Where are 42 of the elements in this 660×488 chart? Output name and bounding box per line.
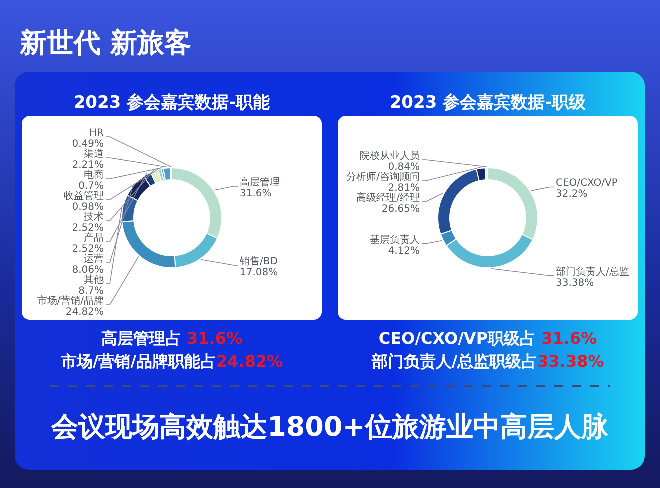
text: CEO/CXO/VP职级占 31.6% [378,329,598,348]
slice-label: 其他 [84,274,104,286]
chart-title: 2023 参会嘉宾数据-职级 [390,93,588,113]
data-label: 8.06% [72,265,104,276]
data-label: 33.38% [556,278,594,289]
chart-title: 2023 参会嘉宾数据-职能 [74,93,270,113]
text: 高层管理占 31.6% [101,329,243,348]
slice-label: 部门负责人/总监 [556,266,630,278]
slice-label: 基层负责人 [370,234,420,246]
slice-label: 电商 [84,169,104,181]
slice-label: 高级经理/经理 [356,192,420,204]
data-label: 0.98% [72,202,104,213]
slice-label: 收益管理 [64,190,104,202]
slice-label: 产品 [84,232,104,244]
text: 部门负责人/总监职级占33.38% [370,352,604,371]
data-label: 31.6% [240,188,272,200]
text: 市场/营销/品牌职能占24.82% [60,352,284,371]
slice-label: 销售/BD [239,255,278,268]
slice-label: 市场/营销/品牌 [37,295,104,307]
slice-label: CEO/CXO/VP [556,178,618,190]
slice-label: 运营 [84,253,104,265]
data-label: 4.12% [388,246,420,257]
text: 新世代 新旅客 [19,28,192,59]
data-label: 2.81% [388,183,420,194]
data-label: 0.7% [78,181,104,192]
data-label: 2.21% [72,160,104,171]
data-label: 8.7% [78,286,104,297]
slice-label: 高层管理 [240,176,280,188]
slice-label: 院校从业人员 [360,150,420,162]
text: 会议现场高效触达1800+位旅游业中高层人脉 [50,412,610,443]
data-label: 26.65% [382,204,420,216]
data-label: 32.2% [556,189,588,200]
slice-label: 技术 [83,211,104,223]
data-label: 0.49% [72,139,104,150]
data-label: 2.52% [72,244,104,255]
data-label: 2.52% [72,223,104,234]
slice-label: 分析师/咨询顾问 [346,171,420,184]
slice-label: HR [90,128,104,139]
data-label: 24.82% [66,307,104,318]
slice-label: 渠道 [84,148,104,160]
data-label: 17.08% [240,267,278,278]
data-label: 0.84% [388,162,420,174]
